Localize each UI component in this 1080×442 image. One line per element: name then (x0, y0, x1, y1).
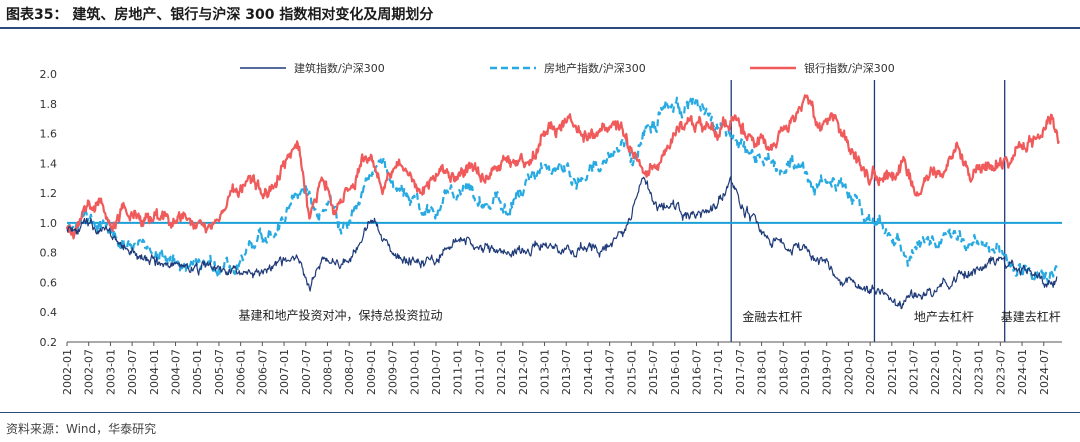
line-chart: 0.20.40.60.81.01.21.41.61.82.0 2002-01 20… (40, 61, 1062, 395)
x-tick-label: 2018-01 (756, 349, 769, 395)
x-tick-label: 2017-01 (712, 349, 725, 395)
y-tick-label: 0.2 (40, 336, 58, 349)
x-tick-label: 2006-01 (235, 349, 248, 395)
x-tick-label: 2009-01 (365, 349, 378, 395)
x-tick-label: 2011-07 (473, 349, 486, 395)
series-line-bank (65, 94, 1061, 240)
x-tick-label: 2003-07 (126, 349, 139, 395)
annotations: 基建和地产投资对冲，保持总投资拉动 金融去杠杆 地产去杠杆 基建去杠杆 (238, 308, 1060, 324)
y-tick-label: 0.8 (40, 247, 58, 260)
x-tick-label: 2003-01 (104, 349, 117, 395)
x-tick-label: 2008-07 (343, 349, 356, 395)
x-tick-label: 2005-07 (213, 349, 226, 395)
x-tick-label: 2005-01 (191, 349, 204, 395)
x-tick-label: 2021-07 (908, 349, 921, 395)
x-tick-label: 2022-07 (951, 349, 964, 395)
x-tick-label: 2010-07 (430, 349, 443, 395)
x-tick-label: 2021-01 (886, 349, 899, 395)
x-tick-label: 2012-07 (517, 349, 530, 395)
title-divider (0, 27, 1080, 29)
annotation-label: 地产去杠杆 (914, 309, 974, 324)
x-tick-label: 2024-07 (1038, 349, 1051, 395)
x-tick-label: 2013-07 (560, 349, 573, 395)
series-lines (65, 94, 1061, 310)
x-tick-label: 2015-01 (625, 349, 638, 395)
y-tick-label: 1.2 (40, 187, 58, 200)
y-tick-label: 0.4 (40, 306, 58, 319)
legend-label-realestate: 房地产指数/沪深300 (544, 61, 646, 75)
x-tick-label: 2006-07 (256, 349, 269, 395)
x-tick-label: 2011-01 (452, 349, 465, 395)
x-tick-label: 2024-01 (1016, 349, 1029, 395)
y-tick-label: 1.8 (40, 98, 58, 111)
x-tick-label: 2023-07 (994, 349, 1007, 395)
series-line-construction (66, 176, 1058, 310)
x-tick-label: 2018-07 (777, 349, 790, 395)
legend-label-bank: 银行指数/沪深300 (804, 61, 895, 75)
x-tick-label: 2022-01 (929, 349, 942, 395)
y-tick-label: 1.6 (40, 128, 58, 141)
x-tick-label: 2014-01 (582, 349, 595, 395)
annotation-label: 金融去杠杆 (742, 309, 802, 324)
x-tick-label: 2013-01 (539, 349, 552, 395)
legend-label-construction: 建筑指数/沪深300 (294, 61, 385, 75)
y-tick-label: 1.0 (40, 217, 58, 230)
x-tick-label: 2019-01 (799, 349, 812, 395)
period-dividers (730, 79, 1006, 342)
x-tick-label: 2002-01 (61, 349, 74, 395)
source-note: 资料来源：Wind，华泰研究 (6, 422, 157, 436)
x-tick-label: 2023-01 (973, 349, 986, 395)
chart-title: 图表35： 建筑、房地产、银行与沪深 300 指数相对变化及周期划分 (6, 7, 434, 23)
x-tick-label: 2014-07 (604, 349, 617, 395)
x-tick-label: 2007-01 (278, 349, 291, 395)
legend: 建筑指数/沪深300 房地产指数/沪深300 银行指数/沪深300 (240, 61, 895, 75)
y-tick-label: 2.0 (40, 68, 58, 81)
y-axis: 0.2 0.4 0.6 0.8 1.0 1.2 1.4 1.6 1.8 2.0 (40, 68, 58, 349)
x-tick-label: 2004-01 (148, 349, 161, 395)
x-tick-label: 2007-07 (300, 349, 313, 395)
annotation-label: 基建和地产投资对冲，保持总投资拉动 (238, 308, 442, 323)
y-tick-label: 1.4 (40, 157, 58, 170)
x-tick-label: 2002-07 (83, 349, 96, 395)
series-line-realestate (65, 96, 1058, 285)
x-tick-label: 2012-01 (495, 349, 508, 395)
annotation-label: 基建去杠杆 (1001, 309, 1061, 324)
x-tick-label: 2019-07 (821, 349, 834, 395)
x-tick-label: 2020-01 (842, 349, 855, 395)
x-tick-label: 2009-07 (387, 349, 400, 395)
y-tick-label: 0.6 (40, 276, 58, 289)
x-tick-label: 2016-01 (669, 349, 682, 395)
x-tick-label: 2016-07 (690, 349, 703, 395)
x-tick-label: 2008-01 (321, 349, 334, 395)
x-tick-label: 2004-07 (170, 349, 183, 395)
x-tick-label: 2010-01 (408, 349, 421, 395)
x-tick-label: 2020-07 (864, 349, 877, 395)
footer-divider (0, 412, 1080, 413)
x-axis: 2002-01 2002-07 2003-01 2003-07 2004-01 2004-… (61, 342, 1051, 395)
x-tick-label: 2017-07 (734, 349, 747, 395)
x-tick-label: 2015-07 (647, 349, 660, 395)
